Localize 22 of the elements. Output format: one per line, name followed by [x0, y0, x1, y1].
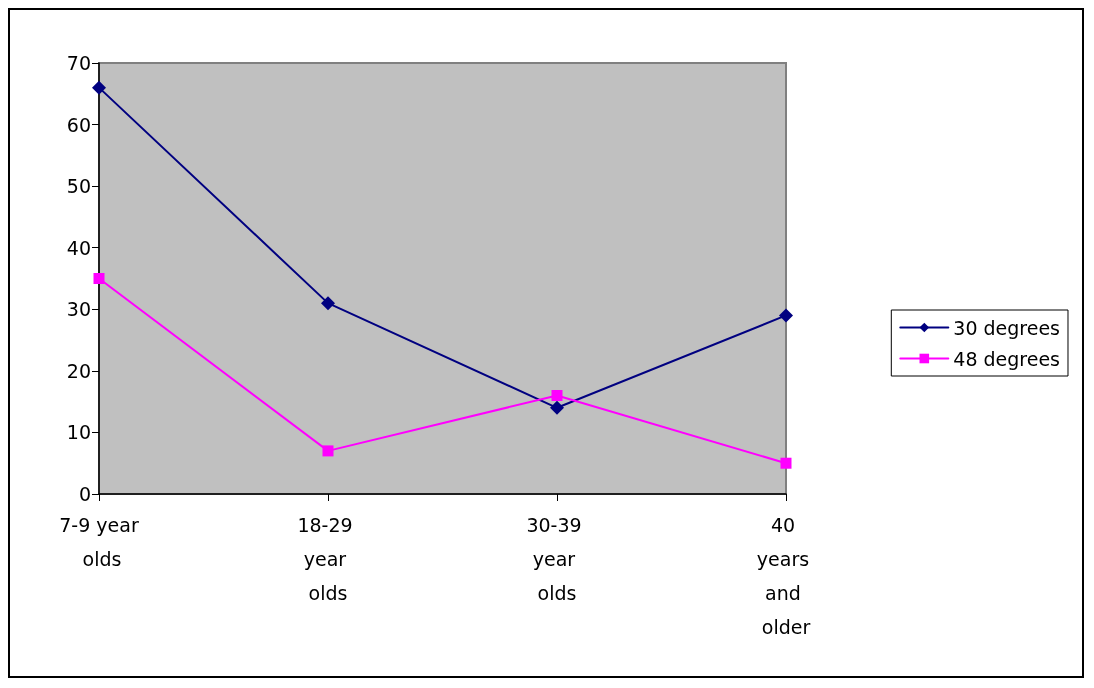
y-tick-label: 20	[66, 359, 91, 382]
y-tick-label: 70	[66, 52, 91, 74]
legend-label: 48 degrees	[953, 347, 1060, 370]
legend-label: 30 degrees	[953, 316, 1060, 339]
y-tick-label: 10	[66, 421, 91, 444]
point	[321, 296, 335, 311]
x-tick-label: 18-29 year olds	[297, 514, 359, 604]
point	[93, 273, 105, 284]
point	[779, 308, 793, 323]
y-tick-label: 60	[66, 113, 91, 136]
point	[92, 80, 106, 95]
point	[322, 445, 334, 457]
point	[550, 400, 564, 415]
x-tick-label: 30-39 year olds	[526, 514, 588, 604]
y-tick-label: 50	[66, 175, 91, 198]
y-tick-label: 0	[78, 483, 91, 505]
point	[551, 389, 563, 401]
point	[780, 457, 792, 469]
x-tick-label: 40 years and older	[756, 514, 816, 638]
y-tick-label: 30	[66, 298, 91, 321]
x-tick-label: 7-9 year olds	[59, 514, 139, 570]
y-tick-label: 40	[66, 236, 91, 259]
